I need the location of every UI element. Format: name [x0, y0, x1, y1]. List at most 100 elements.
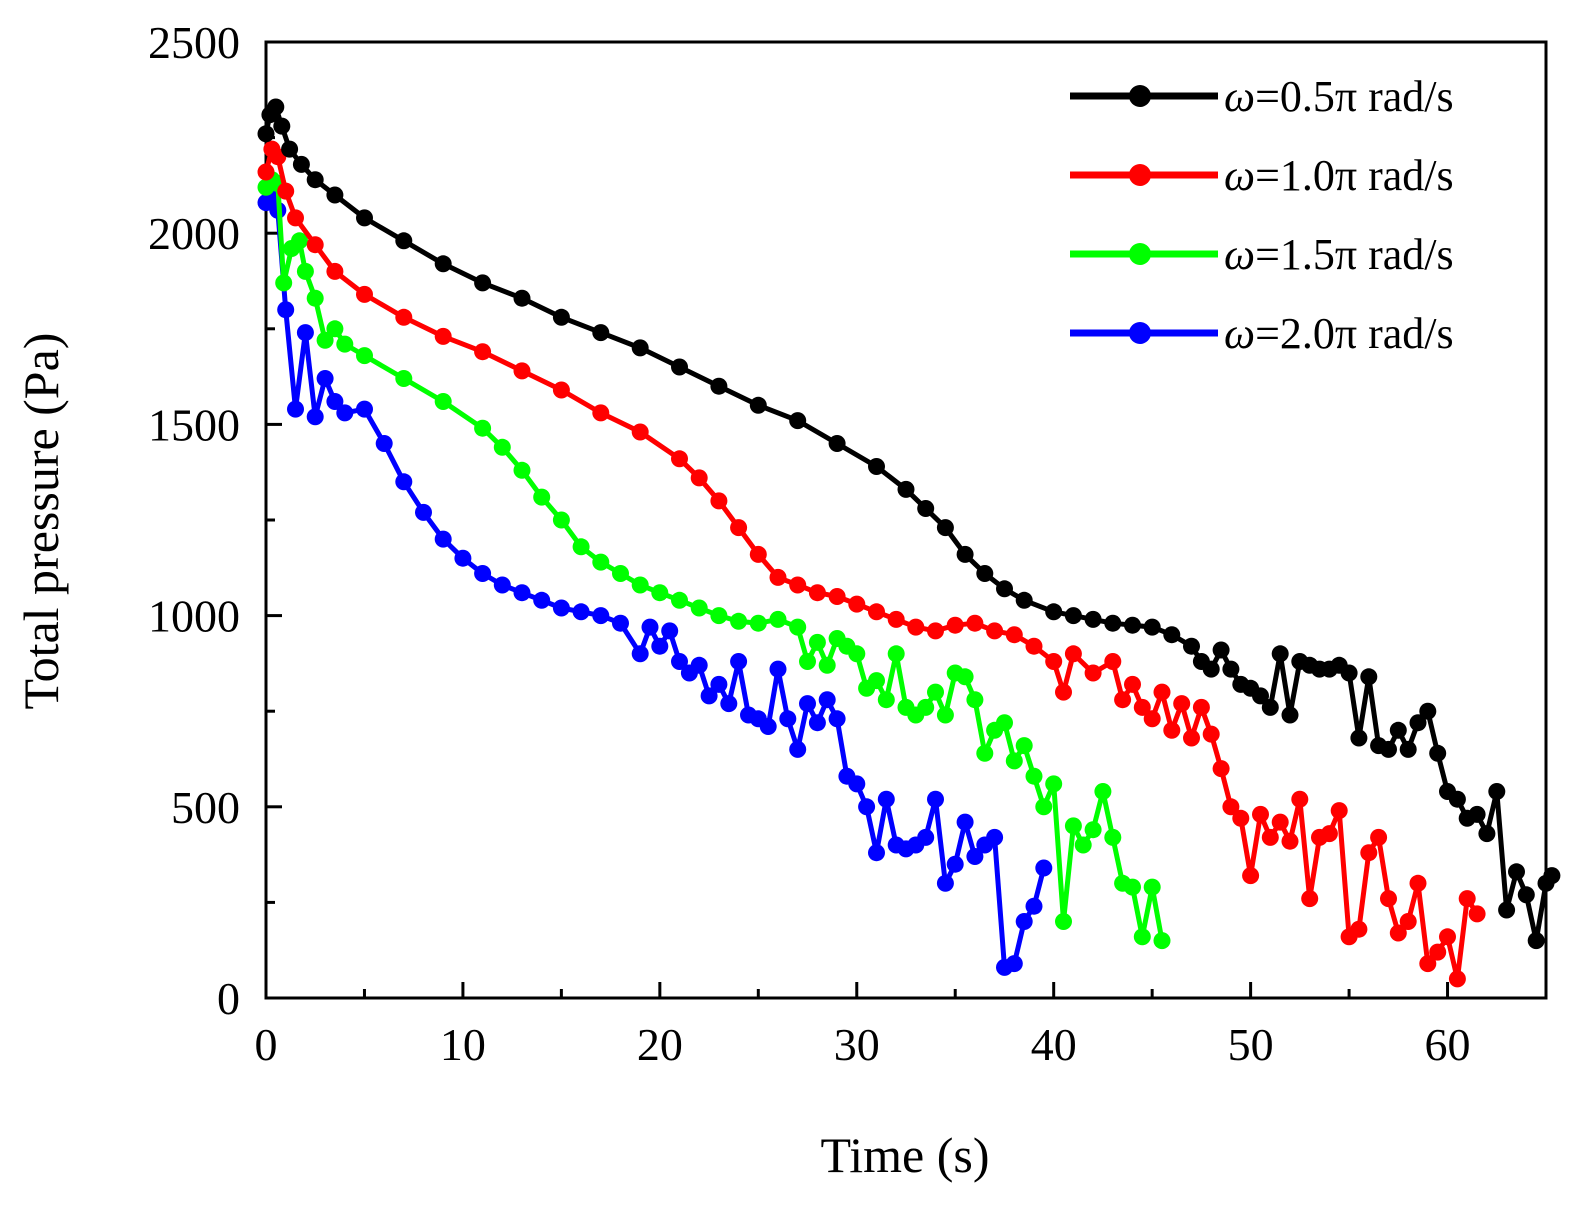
- legend: ω=0.5π rad/sω=1.0π rad/sω=1.5π rad/sω=2.…: [1070, 72, 1454, 358]
- data-point: [1261, 698, 1279, 716]
- legend-value: =1.5π rad/s: [1255, 230, 1454, 279]
- data-point: [710, 492, 728, 510]
- data-point: [631, 423, 649, 441]
- data-point: [356, 285, 373, 303]
- data-point: [1084, 821, 1102, 839]
- data-point: [552, 308, 570, 326]
- data-point: [1409, 874, 1427, 892]
- data-point: [1468, 905, 1486, 923]
- legend-label: ω=2.0π rad/s: [1224, 309, 1454, 358]
- data-point: [1517, 886, 1535, 904]
- data-point: [1380, 890, 1397, 908]
- data-point: [671, 591, 688, 609]
- data-point: [281, 140, 299, 158]
- legend-value: =1.0π rad/s: [1255, 151, 1454, 200]
- data-point: [700, 687, 718, 705]
- data-point: [927, 622, 944, 640]
- data-point: [1104, 614, 1122, 632]
- data-point: [513, 362, 531, 380]
- data-point: [936, 874, 954, 892]
- x-axis-title: Time (s): [820, 1127, 989, 1183]
- data-point: [572, 538, 590, 556]
- legend-swatch-marker: [1129, 164, 1151, 186]
- data-point: [868, 603, 885, 621]
- data-point: [257, 125, 275, 143]
- data-point: [1330, 802, 1348, 820]
- data-point: [1360, 844, 1378, 862]
- data-point: [1252, 687, 1269, 705]
- data-point: [1133, 698, 1151, 716]
- data-point: [395, 370, 413, 387]
- data-point: [956, 545, 974, 563]
- data-point: [710, 675, 728, 693]
- data-point: [808, 584, 826, 602]
- data-point: [887, 610, 905, 628]
- data-point: [868, 844, 885, 862]
- data-point: [296, 262, 314, 280]
- data-point: [1399, 740, 1417, 758]
- data-point: [1045, 653, 1063, 670]
- y-tick-label: 500: [171, 782, 240, 833]
- data-point: [1340, 664, 1358, 682]
- data-point: [454, 549, 472, 567]
- data-point: [1025, 767, 1043, 785]
- y-tick-label: 0: [217, 973, 240, 1024]
- data-point: [267, 98, 285, 116]
- data-point: [848, 595, 866, 613]
- data-point: [1409, 714, 1427, 732]
- data-point: [1232, 809, 1250, 827]
- data-point: [1055, 913, 1072, 930]
- data-point: [306, 171, 324, 189]
- data-point: [789, 740, 807, 758]
- data-point: [631, 339, 649, 357]
- legend-entry: ω=1.0π rad/s: [1070, 151, 1454, 200]
- data-point: [1320, 825, 1338, 843]
- data-point: [710, 607, 728, 625]
- data-point: [690, 469, 708, 487]
- data-point: [936, 706, 954, 724]
- legend-entry: ω=2.0π rad/s: [1070, 309, 1454, 358]
- data-point: [1005, 955, 1023, 973]
- data-point: [326, 320, 344, 338]
- data-point: [631, 645, 649, 663]
- data-point: [996, 714, 1013, 732]
- data-point: [1192, 698, 1210, 716]
- data-point: [799, 653, 816, 670]
- data-point: [1064, 817, 1082, 835]
- data-point: [316, 331, 334, 349]
- data-point: [1301, 890, 1319, 908]
- data-point: [1015, 913, 1033, 930]
- data-point: [956, 668, 974, 686]
- data-point: [769, 660, 787, 678]
- data-point: [592, 324, 610, 342]
- x-tick-label: 10: [440, 1019, 486, 1070]
- data-point: [631, 576, 649, 594]
- series-group: [257, 98, 1561, 988]
- data-point: [1124, 616, 1141, 634]
- data-point: [356, 347, 373, 365]
- data-point: [277, 182, 295, 200]
- data-point: [552, 381, 570, 399]
- data-point: [730, 612, 748, 630]
- data-point: [1025, 897, 1043, 915]
- data-point: [395, 473, 413, 491]
- data-point: [474, 565, 492, 582]
- data-point: [897, 480, 915, 498]
- legend-swatch-marker: [1129, 243, 1151, 265]
- data-point: [257, 163, 275, 181]
- data-point: [612, 614, 629, 632]
- data-point: [966, 691, 984, 709]
- data-point: [1202, 725, 1220, 743]
- data-point: [1360, 668, 1378, 686]
- data-point: [671, 450, 688, 468]
- data-point: [1222, 798, 1240, 816]
- data-point: [1380, 740, 1397, 758]
- data-point: [1439, 928, 1456, 946]
- data-point: [917, 828, 935, 846]
- data-point: [1212, 641, 1230, 659]
- data-point: [1015, 737, 1033, 755]
- data-point: [273, 117, 291, 135]
- data-point: [710, 377, 728, 395]
- data-point: [1094, 783, 1112, 800]
- data-point: [730, 653, 748, 670]
